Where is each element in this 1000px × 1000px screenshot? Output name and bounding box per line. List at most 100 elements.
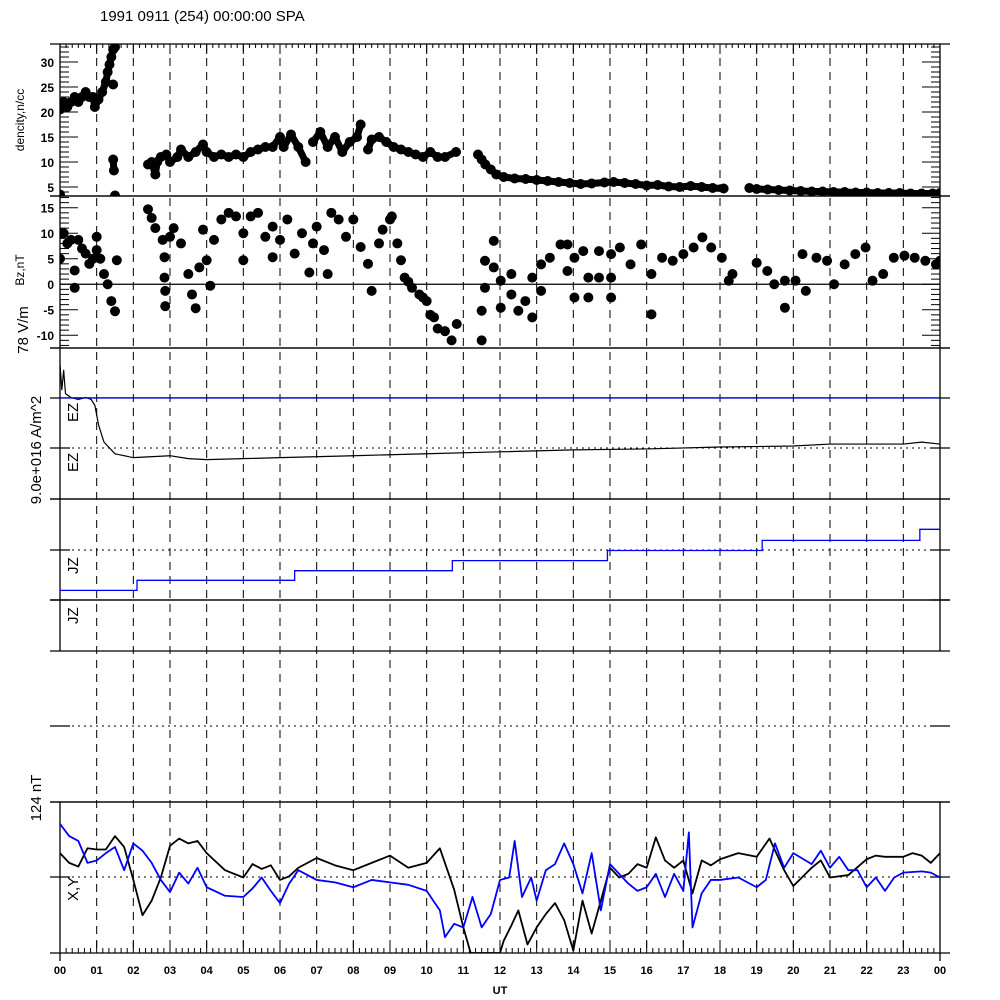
bz-data-point: [636, 239, 647, 250]
bz-data-point: [60, 253, 65, 264]
density-data-point: [564, 178, 575, 188]
density-data-point: [322, 142, 333, 152]
panel-jz: 9.0e+016 A/m^2 JZ JZ: [28, 396, 950, 624]
density-data-point: [278, 142, 289, 152]
bz-data-point: [495, 275, 506, 286]
bz-data-point: [762, 265, 773, 276]
density-data-point: [762, 184, 773, 195]
bz-data-point: [479, 255, 490, 266]
bz-data-point: [797, 249, 808, 260]
panel-empty: [50, 599, 950, 803]
bz-data-point: [657, 252, 668, 263]
bz-data-point: [377, 224, 388, 235]
bz-data-point: [253, 207, 263, 218]
density-data-point: [751, 184, 762, 194]
density-data-point: [293, 142, 304, 152]
trace-label: JZ: [65, 607, 82, 624]
bz-data-point: [899, 250, 910, 261]
x-tick-label: 15: [604, 965, 616, 977]
bz-data-point: [73, 234, 84, 245]
density-data-point: [275, 132, 285, 142]
bz-data-point: [488, 235, 499, 246]
bz-data-point: [583, 292, 594, 303]
bz-data-point: [446, 335, 457, 346]
bz-data-point: [374, 238, 384, 249]
bz-data-point: [190, 303, 201, 314]
density-data-point: [905, 188, 916, 196]
y-series: [60, 823, 940, 939]
x-axis-label: UT: [493, 985, 508, 997]
bz-data-point: [260, 231, 271, 242]
x-tick-label: 20: [787, 965, 799, 977]
trace-label: JZ: [65, 557, 82, 574]
bz-data-point: [238, 255, 249, 266]
bz-data-point: [363, 258, 373, 269]
x-tick-label: 00: [54, 965, 66, 977]
x-tick-label: 00: [934, 965, 946, 977]
bz-data-point: [935, 255, 940, 266]
density-data-point: [861, 187, 872, 196]
bz-data-point: [176, 238, 186, 249]
bz-data-point: [421, 296, 432, 307]
density-data-point: [432, 152, 443, 162]
density-data-point: [828, 187, 839, 196]
x-tick-label: 12: [494, 965, 506, 977]
y-axis-label: 124 nT: [28, 775, 45, 822]
bz-data-point: [60, 228, 69, 239]
density-data-point: [806, 186, 817, 196]
density-data-point: [663, 181, 674, 192]
bz-data-point: [341, 231, 351, 242]
density-data-point: [883, 188, 894, 196]
bz-data-point: [614, 242, 625, 253]
density-data-point: [674, 182, 685, 192]
density-data-point: [106, 52, 117, 62]
density-data-point: [707, 183, 718, 193]
panel-xy: 124 nT X,Y: [28, 775, 950, 954]
bz-data-point: [555, 239, 566, 250]
y-axis-label: 78 V/m: [15, 306, 32, 354]
trace-label: EZ: [65, 453, 82, 472]
bz-data-point: [583, 272, 594, 283]
density-data-point: [172, 152, 183, 162]
bz-data-point: [727, 269, 738, 280]
density-data-point: [60, 189, 65, 196]
bz-data-point: [476, 335, 487, 346]
bz-data-point: [407, 282, 417, 293]
bz-data-point: [850, 249, 861, 260]
y-axis-label: dencity,n/cc: [13, 89, 27, 151]
bz-data-point: [562, 265, 573, 276]
x-tick-label: 03: [164, 965, 176, 977]
x-tick-label: 07: [311, 965, 323, 977]
x-tick-label: 08: [347, 965, 359, 977]
bz-data-point: [839, 259, 850, 270]
bz-data-point: [209, 234, 219, 245]
bz-data-point: [183, 269, 194, 280]
bz-data-point: [333, 214, 344, 225]
bz-data-point: [697, 232, 708, 243]
panel-ez: 78 V/m EZ EZ: [15, 306, 950, 500]
bz-data-point: [520, 296, 531, 307]
y-tick-label: -5: [43, 304, 54, 318]
x-tick-label: 19: [751, 965, 763, 977]
bz-data-point: [909, 252, 920, 263]
density-data-point: [795, 186, 806, 196]
bz-data-point: [646, 309, 657, 320]
density-data-point: [238, 152, 249, 162]
x-tick-label: 16: [641, 965, 653, 977]
density-data-point: [108, 79, 119, 90]
bz-data-point: [194, 262, 205, 273]
density-data-point: [872, 188, 883, 196]
y-axis-label: Bz,nT: [13, 254, 27, 286]
density-data-point: [363, 144, 373, 155]
bz-data-point: [143, 204, 153, 215]
density-data-point: [440, 152, 450, 162]
bz-data-point: [322, 269, 333, 280]
bz-data-point: [769, 279, 780, 290]
bz-data-point: [160, 301, 171, 312]
density-data-point: [608, 177, 619, 187]
bz-data-point: [275, 234, 285, 245]
density-data-point: [839, 187, 850, 196]
density-data-point: [97, 87, 108, 97]
x-tick-label: 10: [421, 965, 433, 977]
density-data-point: [509, 173, 520, 184]
